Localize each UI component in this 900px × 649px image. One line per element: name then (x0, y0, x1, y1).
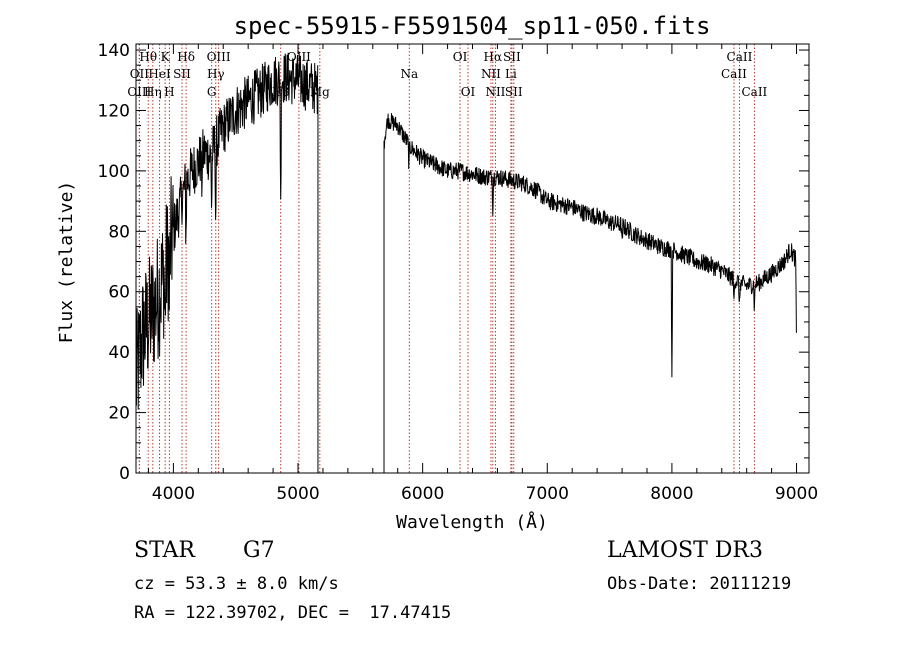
spectral-line-label-19: NII (481, 67, 501, 81)
spectral-line-label-23: SII (505, 85, 523, 99)
axis-ticks: 4000 5000 6000 7000 8000 9000 0 20 40 60 80 100 120 1… (98, 41, 819, 504)
spectrum-trace (135, 52, 797, 473)
y-tick-label-0: 0 (119, 464, 130, 484)
y-tick-label-5: 100 (98, 162, 130, 182)
spectral-line-label-16: OI (453, 50, 468, 64)
spectral-line-label-6: H (164, 85, 174, 99)
spectral-line-label-18: Hα (484, 50, 503, 64)
object-subclass: G7 (243, 538, 275, 563)
spectral-line-label-20: NII (485, 85, 505, 99)
spectral-line-label-25: CaII (721, 67, 747, 81)
x-tick-label-3: 7000 (526, 484, 569, 504)
x-axis-label: Wavelength (Å) (396, 511, 548, 533)
y-tick-label-6: 120 (98, 101, 130, 121)
spectral-line-label-1: OII (130, 67, 150, 81)
spectral-line-label-8: Hδ (177, 50, 195, 64)
x-tick-label-1: 5000 (276, 484, 319, 504)
spectral-line-label-21: SII (503, 50, 521, 64)
survey-name: LAMOST DR3 (607, 538, 763, 563)
spectral-line-label-26: CaII (741, 85, 767, 99)
spectrum-segment-1 (383, 113, 797, 378)
spectral-line-label-15: Na (400, 67, 418, 81)
coordinates: RA = 122.39702, DEC = 17.47415 (134, 603, 452, 623)
object-class: STAR (134, 538, 195, 563)
y-tick-label-2: 40 (108, 343, 130, 363)
spectral-line-label-10: Hγ (207, 67, 225, 81)
spectral-line-label-11: G (207, 85, 217, 99)
spectral-line-label-5: K (161, 50, 171, 64)
x-tick-label-0: 4000 (152, 484, 195, 504)
spectrum-segment-0 (135, 52, 319, 410)
spectral-line-markers (138, 44, 755, 473)
y-tick-label-4: 80 (108, 222, 130, 242)
x-tick-label-5: 9000 (775, 484, 818, 504)
y-tick-label-7: 140 (98, 41, 130, 61)
spectral-line-label-0: Hθ (139, 50, 157, 64)
spectral-line-label-3: Hη (144, 85, 162, 99)
spectral-line-label-2: OIII (127, 85, 151, 99)
redshift-readout: cz = 53.3 ± 8.0 km/s (134, 574, 339, 594)
spectral-line-label-9: OIII (207, 50, 231, 64)
x-tick-label-4: 8000 (650, 484, 693, 504)
spectral-line-label-17: OI (461, 85, 476, 99)
y-axis-label: Flux (relative) (56, 181, 77, 344)
chart-title: spec-55915-F5591504_sp11-050.fits (234, 12, 711, 40)
y-tick-label-3: 60 (108, 283, 130, 303)
spectral-line-label-22: Li (505, 67, 517, 81)
obs-date: Obs-Date: 20111219 (607, 574, 792, 594)
x-tick-label-2: 6000 (401, 484, 444, 504)
spectral-line-label-24: CaII (727, 50, 753, 64)
y-tick-label-1: 20 (108, 404, 130, 424)
spectral-line-label-4: HeI (148, 67, 171, 81)
spectral-line-label-7: SII (173, 67, 191, 81)
